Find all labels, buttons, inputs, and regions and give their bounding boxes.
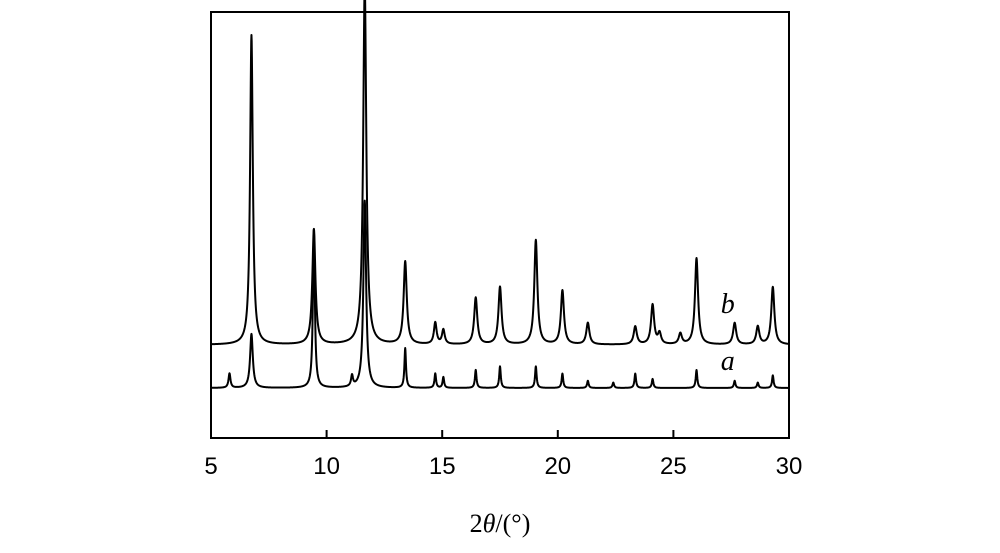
x-axis-ticks: 5 10 15 20 25 30: [204, 430, 802, 480]
traces: [210, 0, 790, 389]
x-tick-label: 5: [204, 453, 217, 480]
series-label-b: b: [721, 289, 735, 320]
x-tick-label: 15: [429, 453, 456, 480]
x-axis-title: 2θ/(°): [470, 509, 531, 538]
x-axis-title-prefix: 2: [470, 509, 483, 538]
x-axis-title-suffix: /(°): [495, 509, 530, 538]
trace-b: [210, 0, 790, 346]
x-tick-label: 25: [660, 453, 687, 480]
x-tick-label: 10: [313, 453, 340, 480]
series-labels: ab: [721, 289, 735, 377]
trace-a: [210, 199, 790, 389]
x-tick-label: 20: [544, 453, 571, 480]
x-axis-title-theta: θ: [483, 509, 496, 538]
plot-frame: [210, 11, 790, 439]
x-tick-label: 30: [776, 453, 803, 480]
series-label-a: a: [721, 346, 735, 377]
